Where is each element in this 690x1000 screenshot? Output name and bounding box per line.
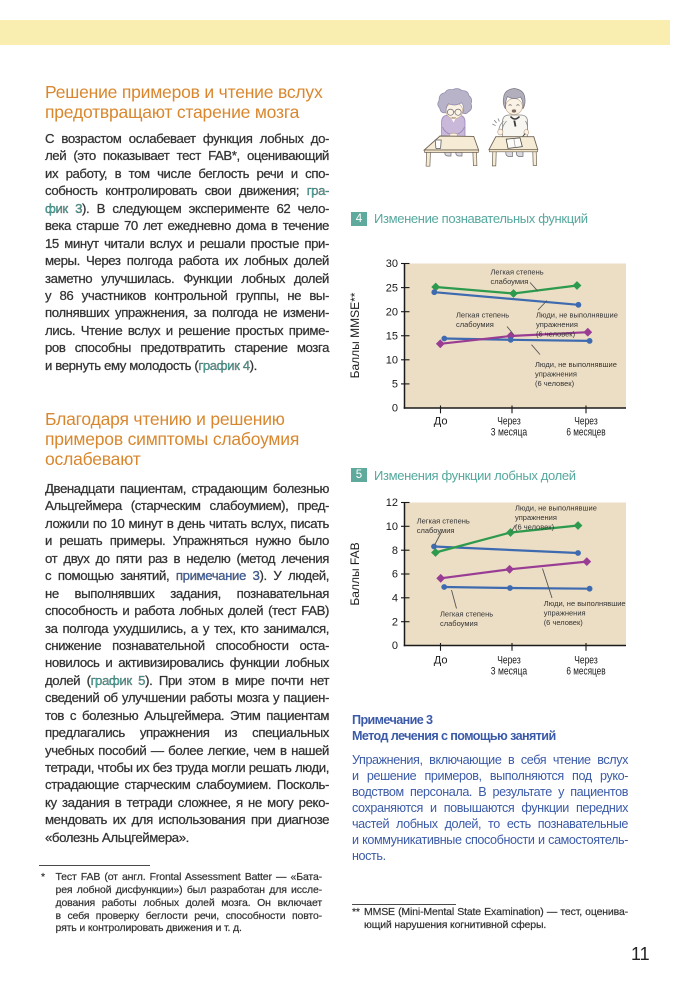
svg-text:Люди, не выполнявшие: Люди, не выполнявшие: [536, 311, 618, 320]
svg-text:2: 2: [392, 616, 398, 628]
svg-text:Легкая степень: Легкая степень: [491, 268, 544, 277]
svg-text:(6 человек): (6 человек): [536, 330, 576, 339]
svg-text:4: 4: [392, 593, 398, 605]
svg-text:слабоумия: слабоумия: [417, 526, 455, 535]
svg-text:Баллы FAB: Баллы FAB: [348, 542, 362, 605]
svg-text:6 месяцев: 6 месяцев: [566, 666, 605, 678]
svg-text:10: 10: [386, 355, 398, 367]
svg-text:6: 6: [392, 569, 398, 581]
svg-text:упражнения: упражнения: [544, 609, 586, 618]
svg-text:упражнения: упражнения: [536, 320, 578, 329]
svg-text:До: До: [434, 655, 448, 667]
svg-text:0: 0: [392, 403, 398, 415]
svg-text:Через: Через: [574, 655, 597, 667]
svg-text:8: 8: [392, 545, 398, 557]
svg-text:20: 20: [386, 306, 398, 318]
svg-text:Легкая степень: Легкая степень: [456, 311, 509, 320]
svg-text:12: 12: [386, 497, 398, 509]
svg-text:До: До: [434, 415, 448, 427]
svg-text:(6 человек): (6 человек): [535, 379, 575, 388]
svg-text:Через: Через: [574, 415, 597, 427]
svg-text:(6 человек): (6 человек): [544, 618, 584, 627]
svg-text:Через: Через: [497, 655, 520, 667]
svg-text:слабоумия: слабоумия: [491, 277, 529, 286]
svg-text:Легкая степень: Легкая степень: [440, 610, 493, 619]
svg-text:6 месяцев: 6 месяцев: [566, 426, 605, 438]
svg-text:упражнения: упражнения: [535, 370, 577, 379]
svg-text:3 месяца: 3 месяца: [491, 666, 528, 678]
svg-text:слабоумия: слабоумия: [456, 320, 494, 329]
svg-text:0: 0: [392, 640, 398, 652]
svg-text:Люди, не выполнявшие: Люди, не выполнявшие: [535, 360, 617, 369]
svg-text:Люди, не выполнявшие: Люди, не выполнявшие: [544, 599, 626, 608]
svg-text:Баллы MMSE**: Баллы MMSE**: [348, 292, 362, 378]
svg-text:5: 5: [392, 379, 398, 391]
svg-text:Легкая степень: Легкая степень: [417, 517, 470, 526]
svg-text:15: 15: [386, 330, 398, 342]
svg-text:3 месяца: 3 месяца: [491, 426, 528, 438]
svg-text:(6 человек): (6 человек): [515, 523, 555, 532]
svg-text:30: 30: [386, 258, 398, 270]
svg-text:25: 25: [386, 282, 398, 294]
svg-text:Люди, не выполнявшие: Люди, не выполнявшие: [515, 504, 597, 513]
svg-text:слабоумия: слабоумия: [440, 619, 478, 628]
svg-text:10: 10: [386, 521, 398, 533]
svg-text:Через: Через: [497, 415, 520, 427]
svg-text:упражнения: упражнения: [515, 513, 557, 522]
